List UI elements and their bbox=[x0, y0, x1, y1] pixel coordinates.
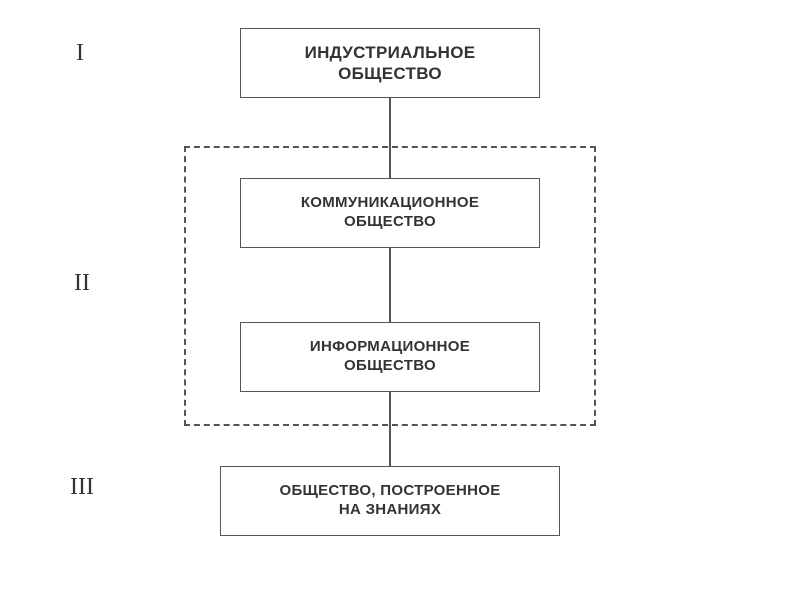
node-industrial-society: ИНДУСТРИАЛЬНОЕ ОБЩЕСТВО bbox=[240, 28, 540, 98]
node-label-line: ОБЩЕСТВО, ПОСТРОЕННОЕ bbox=[279, 482, 500, 499]
diagram-canvas: I II III ИНДУСТРИАЛЬНОЕ ОБЩЕСТВО КОММУНИ… bbox=[0, 0, 800, 600]
node-label-line: НА ЗНАНИЯХ bbox=[339, 501, 441, 518]
connector-1-2 bbox=[389, 98, 391, 178]
node-label: КОММУНИКАЦИОННОЕ ОБЩЕСТВО bbox=[301, 194, 479, 232]
stage-label-1: I bbox=[76, 40, 84, 67]
node-label-line: ОБЩЕСТВО bbox=[344, 213, 436, 230]
node-label-line: ОБЩЕСТВО bbox=[344, 357, 436, 374]
node-label: ИНФОРМАЦИОННОЕ ОБЩЕСТВО bbox=[310, 338, 470, 376]
node-label-line: ИНФОРМАЦИОННОЕ bbox=[310, 338, 470, 355]
node-label-line: ИНДУСТРИАЛЬНОЕ bbox=[305, 43, 476, 62]
node-label: ИНДУСТРИАЛЬНОЕ ОБЩЕСТВО bbox=[305, 42, 476, 85]
node-label-line: ОБЩЕСТВО bbox=[338, 64, 442, 83]
connector-2-3 bbox=[389, 248, 391, 322]
node-label-line: КОММУНИКАЦИОННОЕ bbox=[301, 194, 479, 211]
stage-label-3: III bbox=[70, 474, 94, 501]
connector-3-4 bbox=[389, 392, 391, 466]
node-information-society: ИНФОРМАЦИОННОЕ ОБЩЕСТВО bbox=[240, 322, 540, 392]
node-communication-society: КОММУНИКАЦИОННОЕ ОБЩЕСТВО bbox=[240, 178, 540, 248]
node-label: ОБЩЕСТВО, ПОСТРОЕННОЕ НА ЗНАНИЯХ bbox=[279, 482, 500, 520]
node-knowledge-society: ОБЩЕСТВО, ПОСТРОЕННОЕ НА ЗНАНИЯХ bbox=[220, 466, 560, 536]
stage-label-2: II bbox=[74, 270, 90, 297]
